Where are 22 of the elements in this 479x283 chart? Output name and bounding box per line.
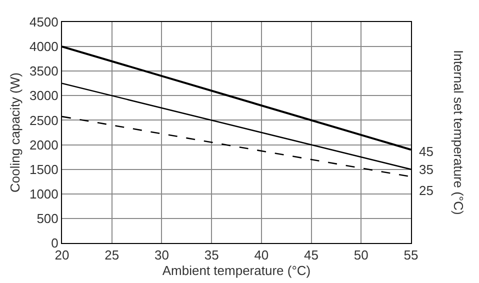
x-tick-label: 35: [204, 248, 219, 263]
y2-axis-title: Internal set temperature (°C): [451, 50, 466, 215]
y-tick-label: 1500: [29, 162, 58, 177]
x-tick-label: 30: [154, 248, 169, 263]
x-tick-label: 55: [404, 248, 418, 263]
y-tick-label: 3000: [29, 88, 58, 104]
x-tick-label: 40: [254, 248, 269, 263]
y-tick-label: 1000: [29, 186, 58, 202]
series-label: 25: [419, 183, 434, 198]
y-tick-label: 2000: [29, 137, 58, 152]
y-tick-label: 4000: [29, 39, 58, 54]
series-label: 35: [419, 162, 434, 177]
x-tick-label: 25: [104, 248, 120, 263]
x-tick-label: 45: [304, 248, 319, 263]
y-axis-title: Cooling capacity (W): [7, 72, 22, 192]
y-tick-label: 3500: [29, 64, 58, 79]
y-tick-label: 500: [36, 210, 58, 226]
series-label: 45: [419, 144, 434, 159]
x-axis-title: Ambient temperature (°C): [162, 263, 311, 278]
x-tick-label: 50: [354, 248, 368, 263]
y-tick-label: 2500: [29, 112, 58, 128]
y-tick-label: 4500: [29, 14, 58, 30]
